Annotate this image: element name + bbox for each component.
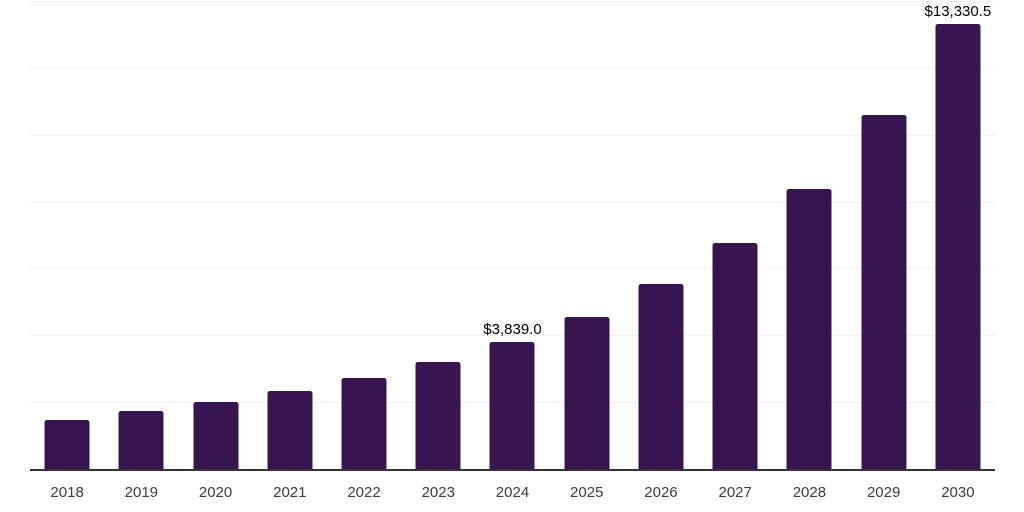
bar-group-2018 [30, 0, 104, 470]
bar-2022 [341, 377, 387, 470]
bar-group-2023 [401, 0, 475, 470]
x-tick-2019: 2019 [124, 484, 159, 501]
bar-2027 [712, 242, 758, 470]
value-label-2024: $3,839.0 [483, 320, 542, 338]
x-tick-2024: 2024 [495, 484, 530, 501]
gridline-14000 [30, 1, 995, 2]
x-tick-2028: 2028 [792, 484, 827, 501]
bar-group-2021 [253, 0, 327, 470]
x-tick-2022: 2022 [347, 484, 381, 501]
x-tick-2023: 2023 [421, 484, 455, 501]
bar-group-2030: $13,330.5 [921, 0, 995, 470]
x-axis-labels: 2018 2019 2020 2021 2022 2023 2024 2025 2026 2027… [30, 483, 995, 503]
bar-2028 [786, 188, 832, 470]
bar-group-2028 [772, 0, 846, 470]
x-tick-2030: 2030 [941, 484, 975, 501]
bar-2023 [415, 362, 461, 470]
bar-2019 [118, 411, 164, 470]
bar-2026 [638, 284, 684, 470]
x-tick-2020: 2020 [198, 484, 233, 501]
bar-2024 [489, 341, 535, 470]
bar-2025 [564, 316, 610, 470]
gridline-4000 [30, 335, 995, 337]
gridline-6000 [30, 268, 995, 270]
bar-group-2020 [178, 0, 252, 470]
bar-group-2029 [847, 0, 921, 470]
bar-group-2026 [624, 0, 698, 470]
bar-group-2027 [698, 0, 772, 470]
bar-2030 [935, 24, 981, 470]
x-tick-2025: 2025 [570, 484, 604, 501]
x-tick-2029: 2029 [866, 484, 901, 501]
bar-2021 [267, 391, 313, 470]
bar-2020 [193, 401, 239, 470]
bar-group-2019 [104, 0, 178, 470]
gridline-8000 [30, 201, 995, 203]
plot-area: $3,839.0 $13,330.5 [30, 0, 995, 470]
x-tick-2018: 2018 [50, 484, 84, 501]
bar-group-2025 [550, 0, 624, 470]
x-tick-2027: 2027 [718, 484, 752, 501]
x-tick-2021: 2021 [273, 484, 307, 501]
value-label-2030: $13,330.5 [924, 3, 992, 21]
x-axis-line [30, 469, 995, 471]
bar-group-2022 [327, 0, 401, 470]
bar-2018 [44, 419, 90, 470]
bar-2029 [861, 115, 907, 470]
bar-group-2024: $3,839.0 [475, 0, 549, 470]
x-tick-2026: 2026 [644, 484, 678, 501]
gridline-10000 [30, 134, 995, 136]
gridline-12000 [30, 67, 995, 69]
